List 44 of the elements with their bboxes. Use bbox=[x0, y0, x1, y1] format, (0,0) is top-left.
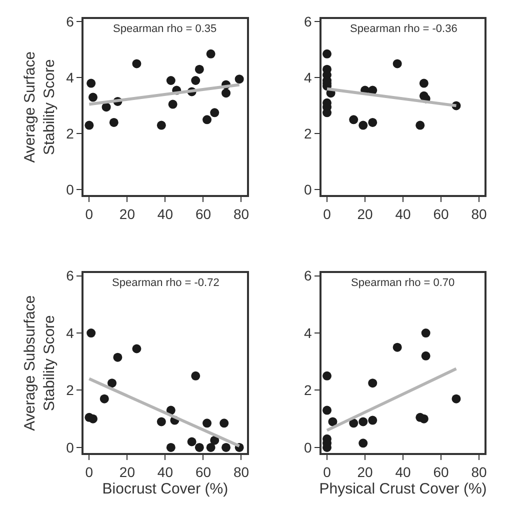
x-tick-label: 60 bbox=[195, 206, 212, 222]
y-tick-label: 0 bbox=[66, 182, 74, 198]
y-tick-label: 4 bbox=[66, 324, 74, 341]
y-tick-label: 2 bbox=[66, 382, 74, 398]
x-tick-label: 0 bbox=[85, 464, 94, 480]
y-axis-title: Average Surface Stability Score bbox=[21, 51, 58, 163]
x-tick-label: 40 bbox=[395, 464, 412, 480]
x-tick-label: 20 bbox=[357, 464, 374, 480]
y-tick-label: 6 bbox=[66, 268, 74, 284]
y-tick-label: 4 bbox=[66, 70, 74, 86]
y-tick-label: 2 bbox=[304, 126, 312, 142]
x-tick-label: 40 bbox=[395, 206, 412, 222]
x-tick-label: 20 bbox=[119, 206, 136, 222]
y-tick-label: 0 bbox=[304, 439, 312, 456]
annotation: Spearman rho = -0.36 bbox=[350, 23, 458, 35]
x-tick-label: 80 bbox=[233, 206, 250, 222]
y-axis-title: Average Subsurface Stability Score bbox=[21, 295, 58, 431]
x-tick-label: 80 bbox=[471, 206, 488, 222]
y-tick-label: 2 bbox=[66, 126, 74, 142]
annotation: Spearman rho = -0.72 bbox=[112, 277, 220, 289]
x-tick-label: 0 bbox=[323, 464, 332, 480]
x-tick-label: 40 bbox=[157, 464, 174, 480]
y-tick-label: 6 bbox=[66, 14, 74, 30]
x-tick-label: 0 bbox=[85, 206, 94, 222]
y-tick-label: 4 bbox=[304, 70, 312, 86]
y-tick-label: 6 bbox=[304, 268, 312, 284]
x-tick-label: 20 bbox=[357, 206, 374, 222]
x-tick-label: 60 bbox=[433, 206, 450, 222]
x-tick-label: 60 bbox=[195, 464, 212, 480]
x-tick-label: 60 bbox=[433, 464, 450, 480]
annotation: Spearman rho = 0.35 bbox=[113, 23, 217, 35]
x-axis-title: Biocrust Cover (%) bbox=[102, 480, 228, 498]
y-tick-label: 2 bbox=[304, 382, 312, 398]
x-tick-label: 0 bbox=[323, 206, 332, 222]
y-tick-label: 0 bbox=[304, 182, 312, 198]
y-tick-label: 0 bbox=[66, 439, 74, 456]
y-tick-label: 4 bbox=[304, 324, 312, 341]
x-tick-label: 80 bbox=[233, 464, 250, 480]
annotation: Spearman rho = 0.70 bbox=[351, 277, 455, 289]
x-tick-label: 80 bbox=[471, 464, 488, 480]
x-axis-title: Physical Crust Cover (%) bbox=[319, 480, 487, 498]
x-tick-label: 40 bbox=[157, 206, 174, 222]
y-tick-label: 6 bbox=[304, 14, 312, 30]
x-tick-label: 20 bbox=[119, 464, 136, 480]
